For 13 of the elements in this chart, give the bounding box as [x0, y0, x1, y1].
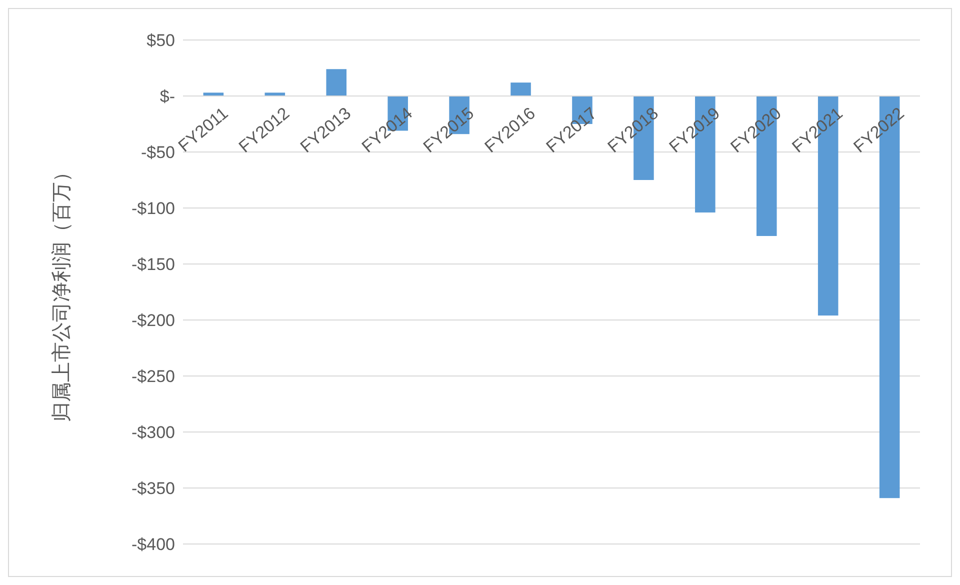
y-tick-label: -$400	[132, 534, 175, 554]
y-tick-label: -$100	[132, 198, 175, 218]
bar	[326, 69, 347, 96]
y-tick-label: $50	[146, 30, 175, 50]
bar	[510, 82, 531, 96]
y-axis-title: 归属上市公司净利润（百万）	[51, 162, 73, 422]
y-tick-label: -$300	[132, 422, 175, 442]
y-tick-label: -$250	[132, 366, 175, 386]
y-tick-label: -$200	[132, 310, 175, 330]
y-tick-label: -$150	[132, 254, 175, 274]
y-tick-label: $-	[160, 86, 175, 106]
y-tick-label: -$50	[140, 142, 175, 162]
y-tick-label: -$350	[132, 478, 175, 498]
